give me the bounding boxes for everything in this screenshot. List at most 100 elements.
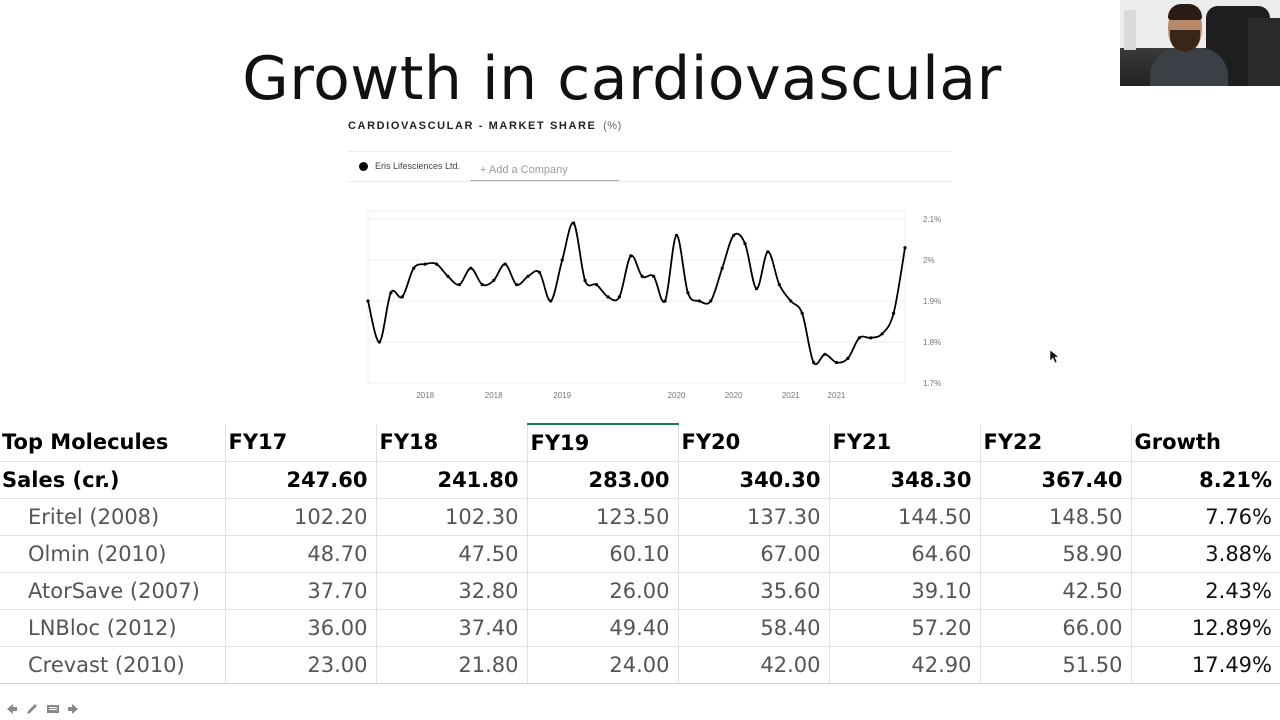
data-point xyxy=(697,299,701,303)
molecule-sales-table: Top Molecules FY17 FY18 FY19 FY20 FY21 FY22 Gro… xyxy=(0,423,1280,684)
table-cell: 24.00 xyxy=(527,646,679,684)
series-line-eris xyxy=(367,222,906,366)
table-cell: 367.40 xyxy=(980,461,1132,499)
sales-total-row: Sales (cr.) 247.60 241.80 283.00 340.30 348.3… xyxy=(0,461,1280,499)
table-cell: 123.50 xyxy=(527,498,679,536)
y-tick-label: 1.9% xyxy=(923,297,941,306)
data-point xyxy=(469,266,473,270)
data-point xyxy=(846,356,850,360)
data-point xyxy=(400,295,404,299)
table-cell: 241.80 xyxy=(376,461,528,499)
data-point xyxy=(891,311,896,315)
table-cell: Olmin (2010) xyxy=(0,535,226,573)
table-cell: 348.30 xyxy=(829,461,981,499)
market-share-chart: CARDIOVASCULAR - MARKET SHARE (%) Eris L… xyxy=(348,118,952,408)
arrow-left-icon[interactable] xyxy=(2,701,19,718)
data-point xyxy=(903,246,907,250)
data-point xyxy=(789,299,793,303)
table-cell: 37.70 xyxy=(225,572,377,610)
data-point xyxy=(732,233,736,237)
y-tick-label: 2.1% xyxy=(923,215,941,224)
slide-title: Growth in cardiovascular xyxy=(242,44,1002,114)
data-point xyxy=(720,266,724,270)
slide-navigation xyxy=(2,700,82,718)
x-tick-label: 2021 xyxy=(782,391,800,400)
table-cell: 42.90 xyxy=(829,646,981,684)
table-cell: 17.49% xyxy=(1131,646,1280,684)
column-header: FY22 xyxy=(980,424,1132,462)
table-cell: 7.76% xyxy=(1131,498,1280,536)
table-cell: 42.00 xyxy=(678,646,830,684)
data-point xyxy=(446,274,450,278)
table-cell: 283.00 xyxy=(527,461,679,499)
data-point xyxy=(549,299,553,303)
data-point xyxy=(629,254,633,258)
column-header: Top Molecules xyxy=(0,424,226,462)
chart-title: CARDIOVASCULAR - MARKET SHARE (%) xyxy=(348,120,622,132)
mouse-cursor-icon xyxy=(1050,350,1059,364)
data-point xyxy=(594,283,599,287)
x-tick-label: 2019 xyxy=(553,391,571,400)
data-point xyxy=(880,332,884,336)
x-tick-label: 2020 xyxy=(668,391,686,400)
table-cell: 49.40 xyxy=(527,609,679,647)
table-cell: 148.50 xyxy=(980,498,1132,536)
table-cell: 12.89% xyxy=(1131,609,1280,647)
table-cell: 23.00 xyxy=(225,646,377,684)
table-row: LNBloc (2012) 36.00 37.40 49.40 58.40 57.20 66… xyxy=(0,609,1280,647)
data-point xyxy=(823,352,827,356)
column-header: FY21 xyxy=(829,424,981,462)
x-tick-label: 2018 xyxy=(416,391,434,400)
data-point xyxy=(617,295,621,299)
table-cell: 36.00 xyxy=(225,609,377,647)
data-point xyxy=(457,283,462,287)
table-row: AtorSave (2007) 37.70 32.80 26.00 35.60 39.10… xyxy=(0,572,1280,610)
table-cell: 8.21% xyxy=(1131,461,1280,499)
slides-menu-icon[interactable] xyxy=(44,701,61,718)
x-tick-label: 2018 xyxy=(485,391,503,400)
pencil-icon[interactable] xyxy=(23,701,40,718)
add-company-input[interactable] xyxy=(470,159,619,181)
data-point xyxy=(492,278,496,283)
table-row: Crevast (2010) 23.00 21.80 24.00 42.00 42.90 5… xyxy=(0,646,1280,684)
legend-entry-eris: Eris Lifesciences Ltd. xyxy=(375,161,461,171)
table-cell: 32.80 xyxy=(376,572,528,610)
table-cell: 26.00 xyxy=(527,572,679,610)
data-point xyxy=(766,250,770,254)
table-cell: 67.00 xyxy=(678,535,830,573)
data-point xyxy=(366,299,370,303)
data-point xyxy=(526,274,530,278)
table-cell: 64.60 xyxy=(829,535,981,573)
table-cell: 3.88% xyxy=(1131,535,1280,573)
data-point xyxy=(652,274,656,278)
table-cell: 51.50 xyxy=(980,646,1132,684)
data-point xyxy=(869,336,873,340)
data-point xyxy=(572,221,576,225)
column-header: FY17 xyxy=(225,424,377,462)
table-cell: 102.20 xyxy=(225,498,377,536)
data-point xyxy=(777,283,781,287)
table-cell: 57.20 xyxy=(829,609,981,647)
table-cell: 144.50 xyxy=(829,498,981,536)
data-point xyxy=(537,270,541,274)
webcam-video xyxy=(1120,0,1280,86)
table-cell: 48.70 xyxy=(225,535,377,573)
data-point xyxy=(686,291,690,295)
data-point xyxy=(480,283,484,287)
legend-dot-icon xyxy=(359,162,368,171)
table-cell: 47.50 xyxy=(376,535,528,573)
data-point xyxy=(743,242,747,246)
arrow-right-icon[interactable] xyxy=(65,701,82,718)
table-cell: Crevast (2010) xyxy=(0,646,226,684)
table-cell: 66.00 xyxy=(980,609,1132,647)
data-point xyxy=(640,274,644,278)
column-header: FY18 xyxy=(376,424,528,462)
table-cell: LNBloc (2012) xyxy=(0,609,226,647)
data-point xyxy=(674,233,679,237)
data-point xyxy=(389,291,393,295)
data-point xyxy=(606,295,610,299)
table-cell: 35.60 xyxy=(678,572,830,610)
data-point xyxy=(663,299,667,303)
table-cell: 21.80 xyxy=(376,646,528,684)
table-row: Eritel (2008) 102.20 102.30 123.50 137.30 144… xyxy=(0,498,1280,536)
